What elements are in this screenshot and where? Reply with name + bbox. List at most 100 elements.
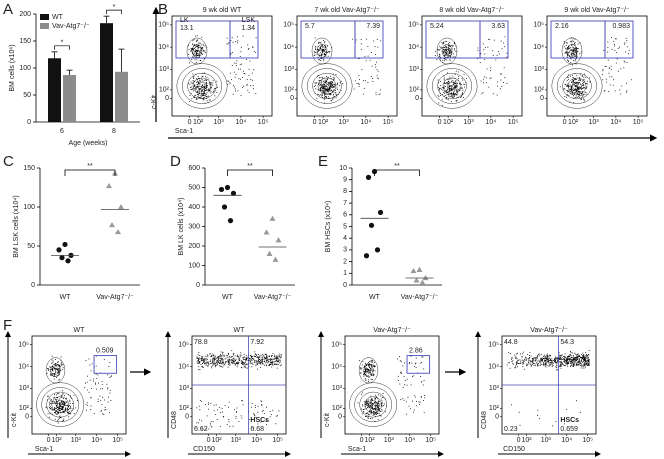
event-dot [484,59,485,60]
x-tick-label: 10⁵ [633,119,644,126]
event-dot [572,40,573,41]
event-dot [570,363,571,364]
event-dot [619,47,620,48]
event-dot [197,45,198,46]
event-dot [371,52,372,53]
event-dot [229,421,230,422]
event-dot [101,404,102,405]
x-tick-label: 10⁴ [561,437,572,444]
event-dot [582,81,583,82]
event-dot [366,413,367,414]
y-tick-label: 150 [19,38,31,45]
event-dot [252,80,253,81]
event-dot [550,358,551,359]
event-dot [583,368,584,369]
event-dot [251,407,252,408]
y-axis-label: BM HSCs (x10⁴) [325,201,332,253]
event-dot [541,359,542,360]
event-dot [362,364,363,365]
event-dot [198,352,199,353]
event-dot [194,86,195,87]
event-dot [570,76,571,77]
event-dot [369,370,370,371]
event-dot [57,403,58,404]
event-dot [314,51,315,52]
event-dot [409,406,410,407]
plot-frame [422,16,522,116]
event-dot [324,50,325,51]
event-dot [229,402,230,403]
contour [302,64,352,109]
legend-label: Vav-Atg7⁻/⁻ [52,23,90,30]
y-tick-label: 10³ [19,385,30,392]
contour [443,78,461,94]
event-dot [196,78,197,79]
event-dot [200,52,201,53]
event-dot [366,401,367,402]
event-dot [443,51,444,52]
event-dot [62,364,63,365]
event-dot [275,423,276,424]
event-dot [200,43,201,44]
event-dot [333,87,334,88]
event-dot [58,373,59,374]
event-dot [201,45,202,46]
y-tick-label: 0 [338,414,342,421]
event-dot [454,43,455,44]
event-dot [203,99,204,100]
event-dot [60,410,61,411]
event-dot [93,381,94,382]
event-dot [53,360,54,361]
event-dot [222,361,223,362]
event-dot [577,51,578,52]
event-dot [565,360,566,361]
event-dot [443,52,444,53]
event-dot [584,365,585,366]
event-dot [563,356,564,357]
event-dot [266,365,267,366]
event-dot [584,91,585,92]
event-dot [364,408,365,409]
y-tick-label: 10⁴ [488,363,499,370]
event-dot [271,359,272,360]
event-dot [255,52,256,53]
event-dot [87,402,88,403]
event-dot [548,358,549,359]
event-dot [568,79,569,80]
event-dot [235,91,236,92]
event-dot [504,67,505,68]
event-dot [197,361,198,362]
event-dot [456,90,457,91]
event-dot [265,354,266,355]
event-dot [220,362,221,363]
event-dot [262,411,263,412]
event-dot [544,365,545,366]
event-dot [333,94,334,95]
event-dot [498,51,499,52]
event-dot [570,62,571,63]
event-dot [235,41,236,42]
panel-letter: E [318,153,328,170]
event-dot [238,356,239,357]
event-dot [342,83,343,84]
legend-label: WT [52,14,64,21]
event-dot [582,96,583,97]
event-dot [249,92,250,93]
event-dot [551,358,552,359]
event-dot [272,353,273,354]
event-dot [194,48,195,49]
event-dot [262,357,263,358]
event-dot [215,363,216,364]
event-dot [549,355,550,356]
event-dot [567,80,568,81]
event-dot [484,54,485,55]
event-dot [264,357,265,358]
event-dot [227,357,228,358]
event-dot [537,355,538,356]
event-dot [89,392,90,393]
event-dot [54,403,55,404]
event-dot [356,40,357,41]
event-dot [579,53,580,54]
event-dot [332,87,333,88]
event-dot [546,357,547,358]
